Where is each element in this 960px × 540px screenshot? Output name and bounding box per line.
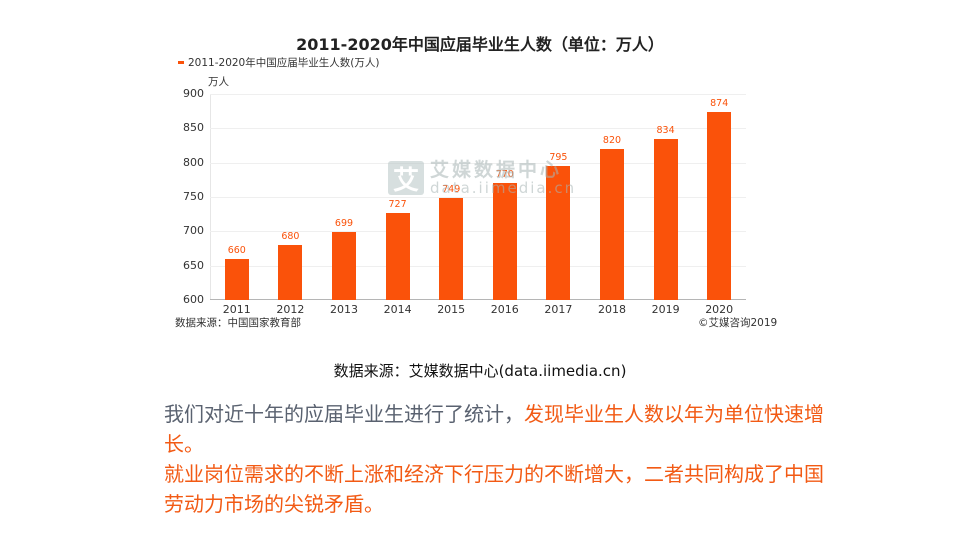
watermark-logo-icon: 艾: [388, 161, 424, 196]
bar-2014[interactable]: [385, 212, 410, 300]
watermark-en: data.iimedia.cn: [430, 179, 577, 197]
chart-source: 数据来源：中国国家教育部: [175, 317, 301, 329]
x-tick-label: 2017: [544, 303, 573, 316]
y-tick-label: 850: [183, 121, 204, 135]
x-axis-line: [210, 299, 746, 300]
bar-value-label: 770: [495, 169, 514, 181]
watermark-cn: 艾媒数据中心: [430, 159, 563, 181]
bar-value-label: 699: [334, 218, 354, 230]
paragraph-2: 就业岗位需求的不断上涨和经济下行压力的不断增大，二者共同构成了中国劳动力市场的尖…: [164, 462, 824, 516]
x-tick-label: 2012: [276, 303, 305, 316]
bar-value-label: 727: [388, 198, 407, 210]
x-tick-label: 2019: [651, 303, 680, 316]
bar-2012[interactable]: [278, 245, 303, 300]
x-tick-label: 2014: [383, 303, 412, 316]
y-tick-label: 700: [183, 224, 204, 238]
bar-2019[interactable]: [653, 139, 678, 300]
bar-2016[interactable]: [492, 183, 517, 300]
gridline: [210, 94, 746, 95]
x-tick-label: 2013: [330, 303, 358, 316]
y-tick-label: 800: [183, 155, 204, 169]
bar-value-label: 820: [602, 134, 622, 146]
chart-copyright: ©艾媒咨询2019: [698, 317, 778, 329]
gridline: [210, 128, 746, 130]
chart-title: 2011-2020年中国应届毕业生人数（单位：万人）: [296, 35, 664, 54]
x-tick-label: 2018: [598, 303, 626, 316]
chart-legend[interactable]: 2011-2020年中国应届毕业生人数(万人): [178, 55, 379, 70]
bar-value-label: 795: [549, 152, 568, 164]
bar-value-label: 749: [442, 183, 461, 195]
gridline: [210, 162, 746, 164]
bar-2015[interactable]: [439, 197, 464, 300]
bar-2011[interactable]: [224, 258, 249, 300]
gridline: [210, 231, 746, 233]
x-tick-label: 2016: [490, 303, 519, 316]
legend-label: 2011-2020年中国应届毕业生人数(万人): [188, 57, 380, 69]
paragraph-1: 我们对近十年的应届毕业生进行了统计，发现毕业生人数以年为单位快速增长。: [164, 399, 824, 459]
bar-2018[interactable]: [600, 148, 624, 300]
paragraph-1-gray: 我们对近十年的应届毕业生进行了统计，: [164, 402, 524, 426]
bar-value-label: 680: [281, 231, 300, 243]
y-axis-unit: 万人: [208, 76, 229, 88]
y-tick-label: 600: [183, 293, 204, 306]
legend-swatch: [178, 61, 184, 64]
paragraph-1-orange: 发现毕业生人数以年为单位快速增长。: [164, 402, 824, 456]
y-tick-label: 900: [183, 87, 204, 100]
gridline: [210, 265, 746, 267]
y-tick-label: 750: [183, 190, 204, 203]
y-tick-label: 650: [183, 258, 204, 272]
bar-2013[interactable]: [332, 232, 356, 300]
gridline: [210, 197, 746, 198]
bar-value-label: 834: [656, 125, 675, 137]
x-tick-label: 2020: [705, 303, 734, 316]
slide-source-line: 数据来源：艾媒数据中心(data.iimedia.cn): [333, 362, 627, 380]
x-tick-label: 2011: [222, 303, 251, 316]
plot-area: 660 680 699 727 749 770 795 820 834 874: [210, 94, 746, 300]
watermark: 艾 艾媒数据中心 data.iimedia.cn: [388, 160, 576, 196]
bar-value-label: 874: [710, 97, 729, 109]
bar-value-label: 660: [227, 244, 246, 256]
bar-2017[interactable]: [546, 166, 571, 300]
bar-2020[interactable]: [707, 111, 732, 300]
x-tick-label: 2015: [437, 303, 466, 316]
